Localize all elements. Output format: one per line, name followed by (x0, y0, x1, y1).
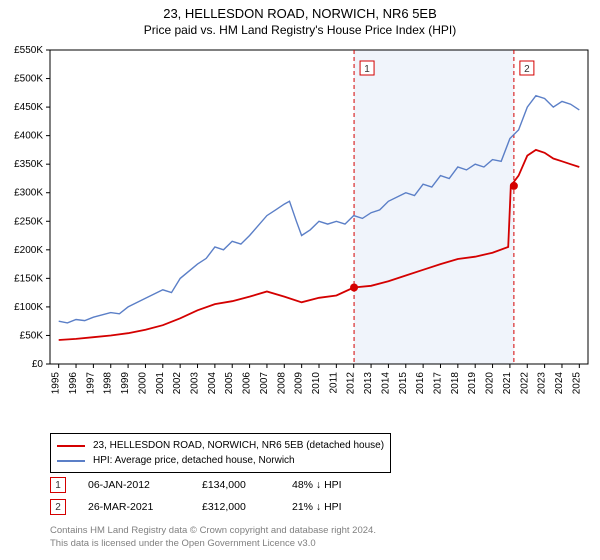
svg-text:2005: 2005 (224, 372, 235, 395)
footer-line-2: This data is licensed under the Open Gov… (50, 537, 376, 550)
svg-text:£50K: £50K (20, 330, 44, 341)
svg-text:2011: 2011 (328, 372, 339, 394)
svg-text:£450K: £450K (14, 102, 43, 113)
svg-text:2022: 2022 (519, 372, 530, 395)
sale-marker: 1 (50, 477, 66, 493)
svg-text:£500K: £500K (14, 74, 43, 85)
sale-date: 26-MAR-2021 (88, 501, 180, 513)
svg-text:2004: 2004 (207, 372, 218, 395)
svg-text:1999: 1999 (120, 372, 131, 395)
svg-text:2003: 2003 (190, 372, 201, 395)
svg-text:2012: 2012 (346, 372, 357, 395)
svg-text:£550K: £550K (14, 45, 43, 56)
svg-text:£400K: £400K (14, 131, 43, 142)
legend-swatch (57, 445, 85, 447)
svg-text:2009: 2009 (294, 372, 305, 395)
sale-delta: 21% ↓ HPI (292, 501, 382, 513)
legend-swatch (57, 460, 85, 462)
svg-text:2006: 2006 (242, 372, 253, 395)
svg-text:2013: 2013 (363, 372, 374, 395)
svg-text:2018: 2018 (450, 372, 461, 395)
svg-text:2010: 2010 (311, 372, 322, 395)
svg-text:2019: 2019 (467, 372, 478, 395)
svg-text:£250K: £250K (14, 216, 43, 227)
footer-line-1: Contains HM Land Registry data © Crown c… (50, 524, 376, 537)
svg-text:1995: 1995 (51, 372, 62, 395)
svg-text:1: 1 (364, 64, 370, 75)
sale-date: 06-JAN-2012 (88, 479, 180, 491)
svg-text:2020: 2020 (485, 372, 496, 395)
sale-price: £312,000 (202, 501, 270, 513)
sale-row: 2 26-MAR-2021 £312,000 21% ↓ HPI (50, 496, 382, 518)
svg-text:£300K: £300K (14, 188, 43, 199)
legend-row: HPI: Average price, detached house, Norw… (57, 453, 384, 468)
svg-text:2000: 2000 (137, 372, 148, 395)
legend: 23, HELLESDON ROAD, NORWICH, NR6 5EB (de… (50, 433, 391, 473)
svg-text:2007: 2007 (259, 372, 270, 395)
svg-text:2: 2 (524, 64, 530, 75)
sale-price: £134,000 (202, 479, 270, 491)
svg-text:£0: £0 (32, 359, 44, 370)
svg-text:1998: 1998 (103, 372, 114, 395)
svg-text:2008: 2008 (276, 372, 287, 395)
page-title: 23, HELLESDON ROAD, NORWICH, NR6 5EB (0, 0, 600, 21)
svg-text:2017: 2017 (432, 372, 443, 395)
svg-text:2024: 2024 (554, 372, 565, 395)
svg-text:2015: 2015 (398, 372, 409, 395)
sale-marker: 2 (50, 499, 66, 515)
svg-text:2021: 2021 (502, 372, 513, 395)
svg-text:1996: 1996 (68, 372, 79, 395)
svg-text:2016: 2016 (415, 372, 426, 395)
svg-text:2001: 2001 (155, 372, 166, 395)
svg-text:£150K: £150K (14, 273, 43, 284)
chart: £0 £50K £100K £150K £200K £250K £300K £350K £400… (0, 44, 600, 414)
legend-row: 23, HELLESDON ROAD, NORWICH, NR6 5EB (de… (57, 438, 384, 453)
page-subtitle: Price paid vs. HM Land Registry's House … (0, 21, 600, 37)
legend-label: HPI: Average price, detached house, Norw… (93, 453, 295, 468)
svg-text:2025: 2025 (571, 372, 582, 395)
svg-text:£200K: £200K (14, 245, 43, 256)
svg-text:2014: 2014 (380, 372, 391, 395)
sales-table: 1 06-JAN-2012 £134,000 48% ↓ HPI 2 26-MAR-202… (50, 474, 382, 518)
svg-text:1997: 1997 (85, 372, 96, 395)
svg-text:2023: 2023 (537, 372, 548, 395)
svg-text:£100K: £100K (14, 302, 43, 313)
legend-label: 23, HELLESDON ROAD, NORWICH, NR6 5EB (de… (93, 438, 384, 453)
sale-delta: 48% ↓ HPI (292, 479, 382, 491)
sale-row: 1 06-JAN-2012 £134,000 48% ↓ HPI (50, 474, 382, 496)
svg-text:£350K: £350K (14, 159, 43, 170)
svg-text:2002: 2002 (172, 372, 183, 395)
footer-attribution: Contains HM Land Registry data © Crown c… (50, 524, 376, 551)
